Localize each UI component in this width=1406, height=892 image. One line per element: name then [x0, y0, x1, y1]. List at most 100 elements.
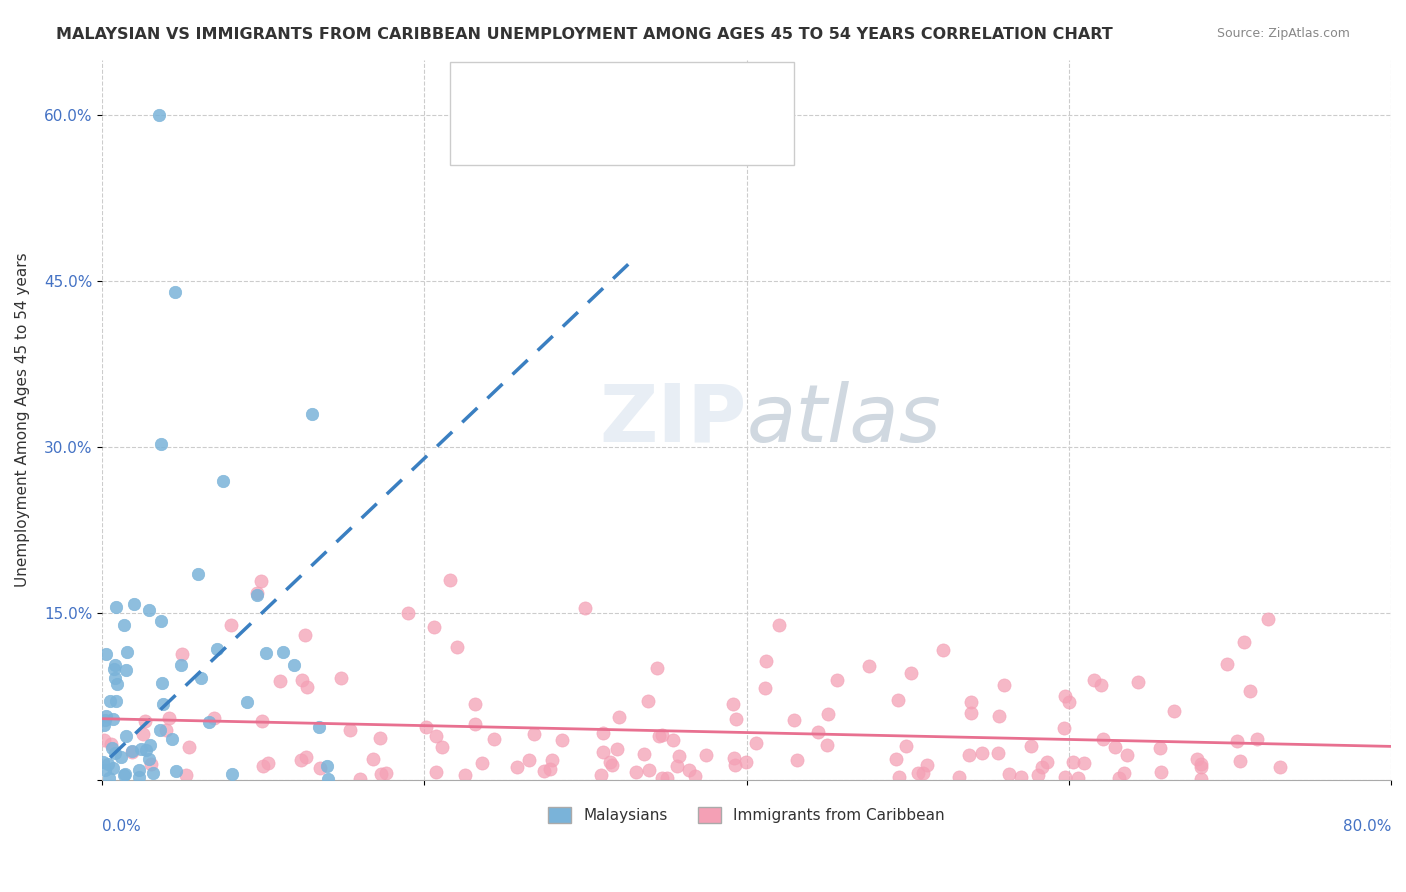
Point — [683, 769, 706, 783]
Point — [1059, 695, 1081, 709]
Point — [522, 726, 544, 740]
Point — [128, 763, 150, 777]
Point — [97, 756, 120, 771]
Point — [745, 736, 768, 750]
Point — [207, 641, 229, 656]
Point — [197, 715, 219, 730]
Point — [283, 658, 305, 673]
Point — [1092, 732, 1115, 747]
Point — [149, 723, 172, 737]
Point — [1189, 772, 1212, 786]
Point — [163, 285, 186, 300]
Point — [1233, 635, 1256, 649]
Point — [894, 739, 917, 753]
Text: 0.0%: 0.0% — [103, 819, 141, 834]
Point — [538, 763, 561, 777]
Point — [786, 753, 808, 767]
Point — [422, 619, 444, 633]
Point — [666, 759, 689, 773]
Point — [250, 714, 273, 728]
Point — [104, 658, 127, 673]
Point — [104, 672, 127, 686]
Point — [246, 588, 269, 602]
Point — [1246, 731, 1268, 746]
Point — [1019, 739, 1042, 753]
Point — [150, 436, 173, 450]
Point — [370, 767, 392, 781]
Point — [1239, 683, 1261, 698]
Point — [1229, 755, 1251, 769]
Point — [94, 713, 117, 727]
Point — [599, 755, 621, 769]
Point — [295, 680, 318, 694]
Point — [361, 752, 384, 766]
Point — [591, 767, 613, 781]
Point — [246, 586, 269, 600]
Point — [170, 657, 193, 672]
Point — [252, 758, 274, 772]
Point — [1090, 678, 1112, 692]
Point — [135, 743, 157, 757]
Point — [960, 695, 983, 709]
Point — [139, 738, 162, 752]
Point — [602, 758, 624, 772]
Point — [723, 698, 745, 712]
Point — [101, 761, 124, 775]
Point — [107, 677, 129, 691]
Point — [339, 723, 361, 738]
Point — [1216, 657, 1239, 671]
Point — [316, 772, 339, 787]
Point — [96, 708, 118, 723]
Point — [101, 741, 124, 756]
Point — [187, 566, 209, 581]
Point — [574, 601, 596, 615]
Point — [858, 659, 880, 673]
Point — [592, 726, 614, 740]
Point — [254, 646, 277, 660]
Text: N=: N= — [623, 120, 650, 135]
Point — [142, 766, 165, 780]
Point — [1187, 752, 1209, 766]
Point — [678, 764, 700, 778]
Point — [294, 628, 316, 642]
Point — [464, 717, 486, 731]
Point — [1073, 756, 1095, 771]
Point — [911, 766, 934, 780]
Point — [1053, 690, 1076, 704]
Point — [221, 766, 243, 780]
Point — [174, 768, 197, 782]
Point — [633, 747, 655, 761]
Point — [104, 746, 127, 760]
Point — [624, 764, 647, 779]
Point — [482, 732, 505, 747]
Point — [446, 640, 468, 654]
Point — [724, 712, 747, 726]
Text: ZIP: ZIP — [599, 381, 747, 458]
Point — [152, 697, 174, 711]
Point — [138, 603, 160, 617]
Point — [370, 731, 392, 745]
Point — [269, 673, 291, 688]
Point — [1010, 770, 1032, 784]
Point — [887, 770, 910, 784]
Point — [768, 617, 790, 632]
Point — [439, 573, 461, 587]
Point — [825, 673, 848, 687]
Point — [506, 760, 529, 774]
Point — [97, 771, 120, 785]
Point — [94, 647, 117, 661]
Point — [817, 707, 839, 722]
Point — [987, 709, 1010, 723]
Point — [165, 764, 187, 778]
Point — [375, 765, 398, 780]
Point — [1062, 755, 1084, 769]
Point — [960, 706, 983, 720]
Point — [101, 712, 124, 726]
Point — [179, 739, 201, 754]
Text: -0.287: -0.287 — [538, 120, 583, 135]
Point — [122, 597, 145, 611]
Legend: Malaysians, Immigrants from Caribbean: Malaysians, Immigrants from Caribbean — [543, 801, 950, 830]
Point — [1054, 770, 1077, 784]
Point — [219, 617, 242, 632]
Text: Source: ZipAtlas.com: Source: ZipAtlas.com — [1216, 27, 1350, 40]
